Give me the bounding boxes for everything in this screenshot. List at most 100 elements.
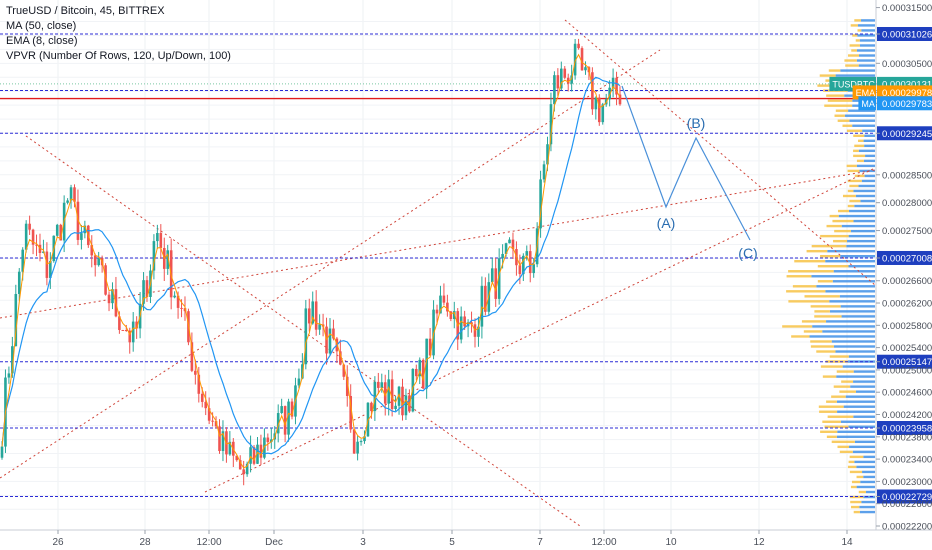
candle-body [452,311,456,319]
price-tick-label: 0.00022600 [882,499,932,510]
candle-body [45,251,49,278]
time-tick-label: Dec [265,537,283,548]
ema-legend[interactable]: EMA (8, close) [6,35,78,47]
price-tick-label: 0.00028000 [882,198,932,209]
vp-bar-up [846,244,875,248]
vp-bar-up [835,350,875,353]
candle-body [235,455,239,461]
vp-bar-up [836,400,875,403]
candle-body [204,401,207,409]
vp-bar-down [810,305,841,308]
vp-bar-down [847,465,857,469]
candle-body [7,373,11,378]
vp-bar-down [849,470,863,474]
vp-bar-down [849,184,859,188]
candle-body [111,289,114,304]
symbol-title[interactable]: TrueUSD / Bitcoin, 45, BITTREX [6,5,165,17]
candle-body [11,346,14,374]
candle-body [418,359,422,377]
candle-body [352,429,356,454]
candle-body [314,301,318,330]
vp-bar-up [861,179,875,183]
vp-bar-down [832,219,854,223]
vp-bar-up [862,129,875,132]
vp-bar-down [827,99,853,102]
vp-bar-down [826,94,845,97]
price-tick-label: 0.00025400 [882,343,932,354]
vp-bar-up [856,485,875,489]
candle-body [145,280,149,297]
candle-body [283,406,287,435]
vp-bar-down [847,169,860,173]
candle-body [218,426,221,452]
ma-legend[interactable]: MA (50, close) [6,20,77,32]
vp-bar-down [834,114,845,117]
vp-bar-down [853,510,860,514]
vp-bar-up [843,405,875,408]
candle-body [107,294,111,304]
vp-bar-down [833,239,848,243]
vp-bar-up [849,445,875,449]
vp-bar-up [859,505,875,509]
vp-bar-down [826,400,837,403]
vp-bar-up [841,315,875,318]
indicator-lines [1,53,621,469]
candle-body [28,223,31,230]
vp-bar-down [849,495,864,499]
vp-bar-up [861,500,875,504]
vp-bar-up [853,370,875,373]
vp-bar-down [826,435,837,439]
vp-bar-up [829,310,875,313]
vp-bar-down [837,445,850,449]
vp-bar-down [847,189,854,193]
projection-path [621,85,751,241]
vp-bar-up [837,410,875,413]
vp-bar-down [858,139,864,143]
candle-body [259,444,263,458]
price-tick-label: 0.00025800 [882,321,932,332]
vp-bar-down [850,485,857,489]
candle-body [180,307,183,309]
price-tick-label: 0.00023000 [882,477,932,488]
vp-bar-down [810,340,832,343]
vpvr-legend[interactable]: VPVR (Number Of Rows, 120, Up/Down, 100) [6,50,231,62]
vp-bar-up [816,285,875,288]
price-axis[interactable]: 0.00031500 0.00031026 0.00030500 0.00030131… [829,0,932,550]
candle-body [446,302,449,312]
vp-bar-up [856,59,875,62]
vp-bar-down [847,179,862,183]
candle-body [14,293,18,347]
candle-body [176,295,180,308]
vp-bar-down [853,149,859,153]
candle-body [128,330,132,343]
candle-body [35,244,38,246]
time-axis[interactable]: 26 28 12:00 Dec 3 5 7 12:00 10 12 14 [0,529,932,550]
time-tick-label: 12:00 [591,537,616,548]
candle-body [194,370,197,375]
candle-body [404,395,408,416]
candle-body [549,104,553,145]
vp-bar-up [863,495,875,499]
candle-body [21,249,25,272]
candle-body [349,395,353,430]
vp-bar-down [791,335,810,338]
wave-label-a: (A) [657,215,676,231]
price-tick-label: 0.00031500 [882,3,932,14]
candle-body [539,179,542,229]
vp-bar-down [852,34,858,37]
vp-bar-down [858,490,866,494]
candle-body [601,104,605,123]
vp-bar-down [818,405,844,408]
level-label-bg [877,354,932,369]
vp-bar-up [841,224,875,228]
candle-body [380,382,384,388]
vp-bar-down [826,224,842,228]
candle-body [197,374,201,394]
candle-body [252,447,256,464]
vp-bar-down [801,320,827,323]
price-tag-value: 0.00029978 [882,88,932,99]
vp-bar-up [865,490,875,494]
vp-bar-down [817,280,833,283]
candle-body [387,379,390,404]
